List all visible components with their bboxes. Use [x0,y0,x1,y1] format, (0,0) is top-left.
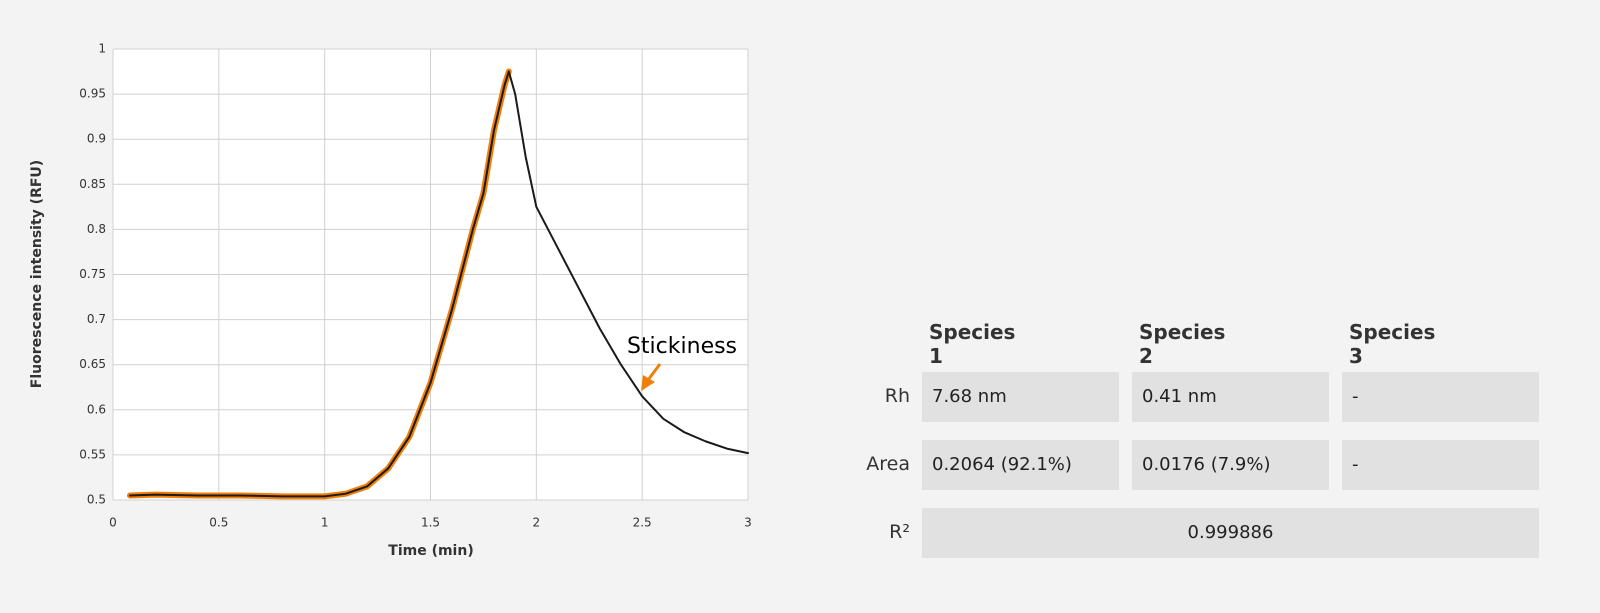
y-tick-label: 0.75 [79,267,106,281]
y-tick-label: 0.8 [87,222,106,236]
row-label: R² [889,521,910,543]
annotation: Stickiness [627,334,737,359]
annotation-arrow [646,363,662,381]
x-tick-label: 2 [533,516,541,530]
cell: - [1342,372,1539,422]
row-label: Area [866,453,910,475]
x-axis-title: Time (min) [388,543,473,559]
column-header: Species 1 [929,320,1016,368]
lines [126,68,749,500]
y-tick-label: 0.5 [87,493,106,507]
data-line [128,70,749,498]
y-tick-label: 0.65 [79,357,106,371]
y-tick-label: 0.85 [79,177,106,191]
cell: 0.2064 (92.1%) [922,440,1119,490]
y-axis-title: Fluorescence intensity (RFU) [29,160,45,388]
x-tick-label: 1 [321,516,329,530]
cell: 0.999886 [922,508,1539,558]
x-tick-label: 1.5 [421,516,440,530]
x-tick-label: 0 [109,516,117,530]
column-header: Species 2 [1139,320,1226,368]
x-tick-label: 3 [744,516,752,530]
y-tick-label: 1 [98,42,106,56]
x-tick-label: 0.5 [209,516,228,530]
x-tick-label: 2.5 [633,516,652,530]
column-header: Species 3 [1349,320,1436,368]
annotation-arrowhead [641,375,655,391]
y-tick-label: 0.6 [87,402,106,416]
y-tick-label: 0.95 [79,87,106,101]
cell: 0.0176 (7.9%) [1132,440,1329,490]
cell: - [1342,440,1539,490]
y-tick-label: 0.7 [87,312,106,326]
cell: 0.41 nm [1132,372,1329,422]
row-label: Rh [884,385,910,407]
cell: 7.68 nm [922,372,1119,422]
y-tick-label: 0.55 [79,447,106,461]
chart: Time (min) Fluorescence intensity (RFU) … [29,42,752,560]
y-tick-label: 0.9 [87,132,106,146]
